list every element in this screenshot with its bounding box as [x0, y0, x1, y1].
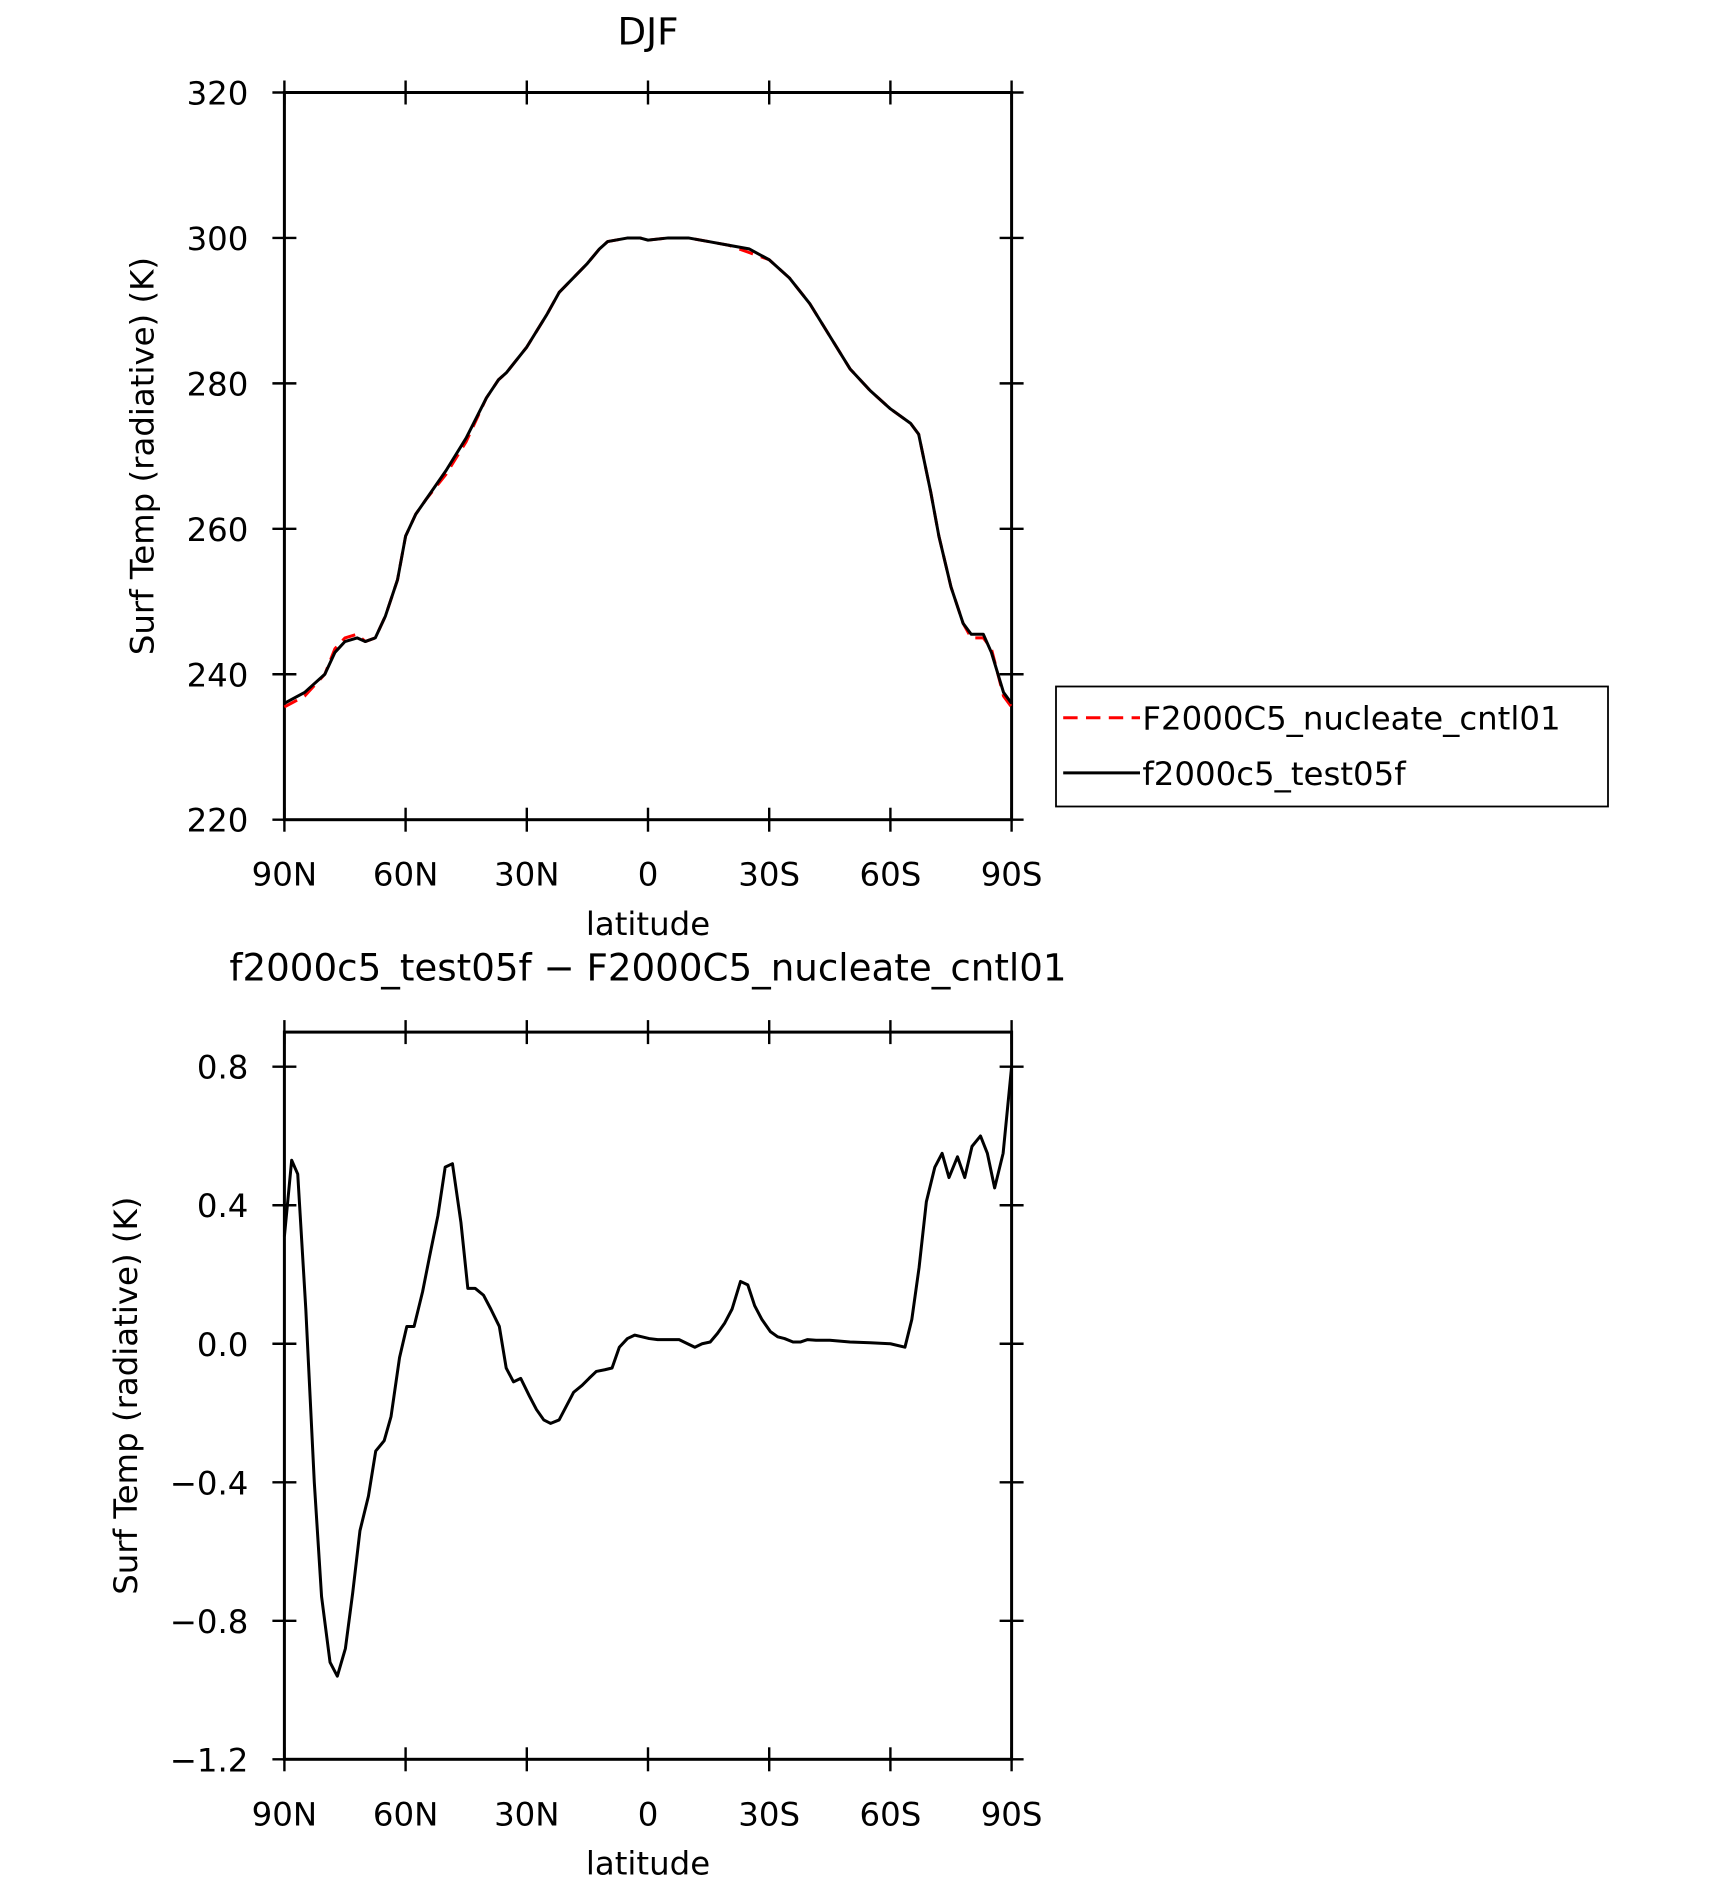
x-tick-label: 90S — [981, 1795, 1043, 1833]
y-tick-label: 320 — [187, 75, 249, 113]
x-tick-label: 60N — [373, 856, 438, 894]
y-tick-label: 280 — [187, 365, 249, 403]
legend-label: f2000c5_test05f — [1142, 755, 1407, 793]
data-line — [283, 236, 1013, 705]
chart-title: f2000c5_test05f − F2000C5_nucleate_cntl0… — [229, 946, 1066, 990]
y-tick-label: −1.2 — [170, 1741, 249, 1779]
x-tick-label: 30S — [738, 1795, 800, 1833]
y-tick-label: −0.4 — [170, 1464, 249, 1502]
x-axis-label: latitude — [586, 1845, 710, 1877]
y-tick-label: 260 — [187, 511, 249, 549]
data-line — [282, 1066, 1014, 1678]
x-tick-label: 90N — [252, 1795, 317, 1833]
legend-label: F2000C5_nucleate_cntl01 — [1142, 700, 1560, 738]
y-axis-label: Surf Temp (radiative) (K) — [124, 257, 162, 655]
x-tick-label: 60S — [860, 1795, 922, 1833]
chart-title: DJF — [618, 10, 679, 54]
y-tick-label: 0.4 — [197, 1187, 249, 1225]
y-tick-label: −0.8 — [170, 1603, 249, 1641]
y-tick-label: 220 — [187, 802, 249, 840]
x-tick-label: 0 — [638, 856, 659, 894]
x-tick-label: 30N — [494, 1795, 559, 1833]
y-axis-label: Surf Temp (radiative) (K) — [107, 1197, 145, 1595]
x-tick-label: 30S — [738, 856, 800, 894]
x-tick-label: 0 — [638, 1795, 659, 1833]
plot-frame — [282, 91, 1014, 822]
legend-box — [1055, 685, 1609, 808]
y-tick-label: 300 — [187, 220, 249, 258]
x-tick-label: 60S — [860, 856, 922, 894]
data-line — [283, 236, 1013, 709]
y-tick-label: 0.0 — [197, 1326, 249, 1364]
x-tick-label: 90S — [981, 856, 1043, 894]
y-tick-label: 240 — [187, 656, 249, 694]
y-tick-label: 0.8 — [197, 1049, 249, 1087]
x-tick-label: 30N — [494, 856, 559, 894]
x-tick-label: 60N — [373, 1795, 438, 1833]
x-axis-label: latitude — [586, 905, 710, 943]
x-tick-label: 90N — [252, 856, 317, 894]
